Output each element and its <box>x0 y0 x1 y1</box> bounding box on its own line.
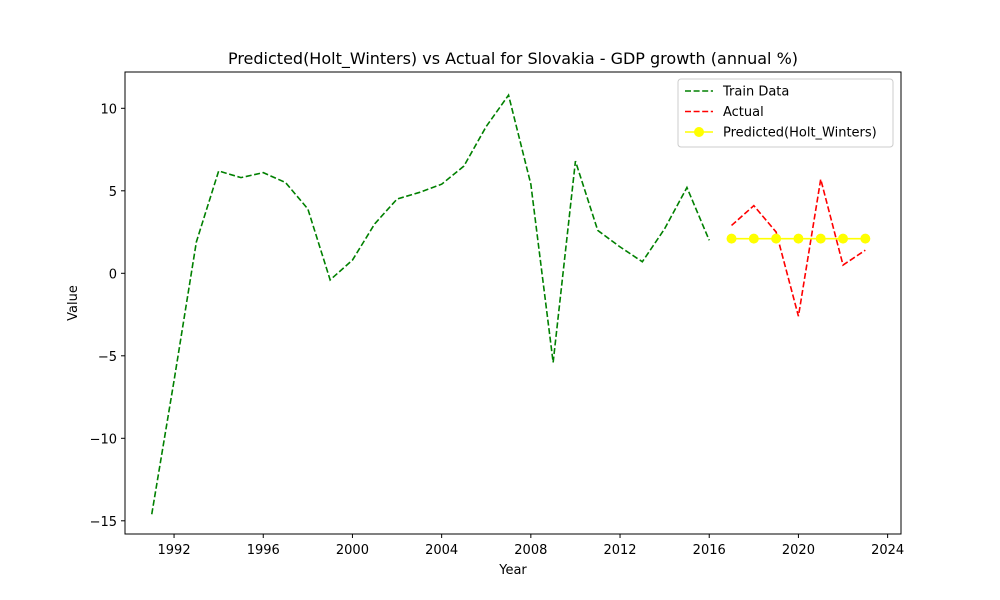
x-tick-label: 2004 <box>425 543 458 558</box>
x-tick-label: 1992 <box>158 543 191 558</box>
series-point <box>815 233 826 244</box>
x-tick-label: 2016 <box>693 543 726 558</box>
x-tick-label: 2000 <box>336 543 369 558</box>
y-tick-label: 10 <box>100 102 117 117</box>
series-point <box>771 233 782 244</box>
chart-title: Predicted(Holt_Winters) vs Actual for Sl… <box>228 49 798 69</box>
y-tick-label: −15 <box>90 515 117 530</box>
series-point <box>748 233 759 244</box>
series-layer <box>150 93 871 515</box>
legend-label: Predicted(Holt_Winters) <box>723 126 877 141</box>
x-tick-label: 2024 <box>871 543 904 558</box>
x-tick-label: 2020 <box>782 543 815 558</box>
series-point <box>793 233 804 244</box>
y-axis-title: Value <box>66 285 81 321</box>
series-line-0 <box>150 93 710 515</box>
x-axis-title: Year <box>498 563 527 578</box>
legend-label: Actual <box>723 105 764 120</box>
series-point <box>860 233 871 244</box>
x-tick-label: 1996 <box>247 543 280 558</box>
y-tick-label: 0 <box>109 267 117 282</box>
y-tick-label: −5 <box>98 350 117 365</box>
x-tick-label: 2008 <box>514 543 547 558</box>
x-axis: 1992 1996 2000 2004 2008 2012 2016 2020 2024 <box>158 534 904 558</box>
series-point <box>726 233 737 244</box>
y-tick-label: −10 <box>90 432 117 447</box>
x-tick-label: 2012 <box>603 543 636 558</box>
legend: Train Data Actual Predicted(Holt_Winters) <box>677 78 894 148</box>
legend-marker <box>694 127 704 137</box>
series-point <box>838 233 849 244</box>
series-line-1 <box>730 179 866 317</box>
plot-frame <box>124 71 902 535</box>
legend-box <box>677 78 894 148</box>
y-axis: −15 −10 −5 0 5 10 <box>90 102 125 530</box>
y-tick-label: 5 <box>109 185 117 200</box>
legend-label: Train Data <box>722 85 789 100</box>
